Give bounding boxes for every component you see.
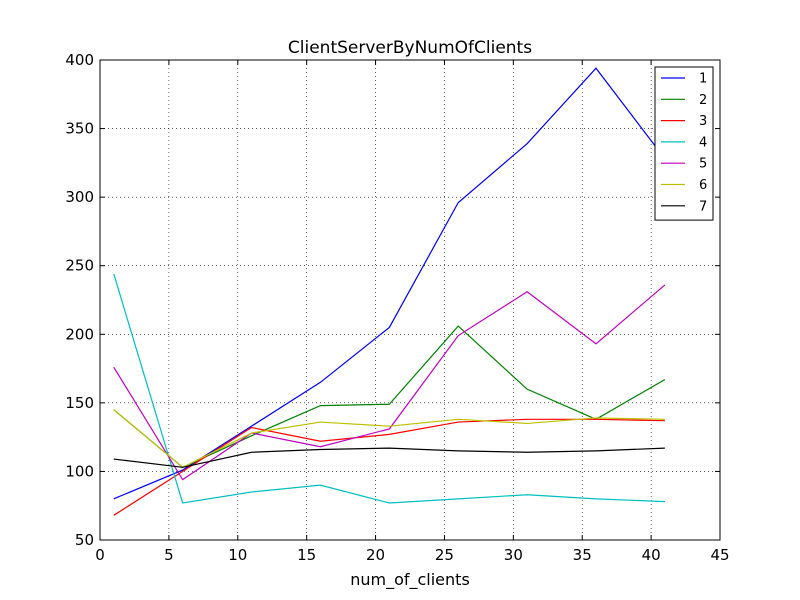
x-tick-label: 0 bbox=[95, 546, 105, 564]
x-tick-label: 25 bbox=[435, 546, 454, 564]
legend-label-2: 2 bbox=[699, 93, 707, 108]
legend-label-4: 4 bbox=[699, 135, 707, 150]
axis-ticks: 0 5 10 15 20 25 30 35 40 455010015020025030035040… bbox=[65, 51, 729, 564]
y-tick-label: 300 bbox=[65, 188, 94, 206]
legend-label-6: 6 bbox=[699, 178, 707, 193]
y-tick-label: 200 bbox=[65, 325, 94, 343]
legend-label-5: 5 bbox=[699, 157, 707, 172]
y-tick-label: 50 bbox=[75, 531, 94, 549]
y-tick-label: 150 bbox=[65, 394, 94, 412]
x-tick-label: 15 bbox=[297, 546, 316, 564]
legend-label-1: 1 bbox=[699, 72, 707, 87]
legend-label-3: 3 bbox=[699, 114, 707, 129]
plot-area-frame bbox=[99, 59, 721, 541]
y-tick-label: 350 bbox=[65, 120, 94, 138]
x-tick-label: 30 bbox=[504, 546, 523, 564]
x-tick-label: 45 bbox=[710, 546, 729, 564]
legend-box bbox=[654, 66, 714, 221]
x-tick-label: 40 bbox=[642, 546, 661, 564]
series-lines bbox=[113, 67, 666, 516]
series-line-5 bbox=[113, 284, 666, 481]
series-line-7 bbox=[113, 447, 665, 468]
y-tick-label: 100 bbox=[65, 462, 94, 480]
x-tick-label: 5 bbox=[164, 546, 174, 564]
x-tick-label: 10 bbox=[228, 546, 247, 564]
y-tick-label: 250 bbox=[65, 257, 94, 275]
x-axis-label: num_of_clients bbox=[350, 570, 470, 590]
series-line-6 bbox=[113, 409, 665, 469]
legend-label-7: 7 bbox=[699, 199, 707, 214]
chart-title: ClientServerByNumOfClients bbox=[288, 38, 532, 58]
series-line-4 bbox=[113, 273, 665, 504]
y-tick-label: 400 bbox=[65, 51, 94, 69]
x-tick-label: 20 bbox=[366, 546, 385, 564]
legend: 1 2 3 4 5 6 7 bbox=[654, 66, 714, 221]
x-tick-label: 35 bbox=[573, 546, 592, 564]
